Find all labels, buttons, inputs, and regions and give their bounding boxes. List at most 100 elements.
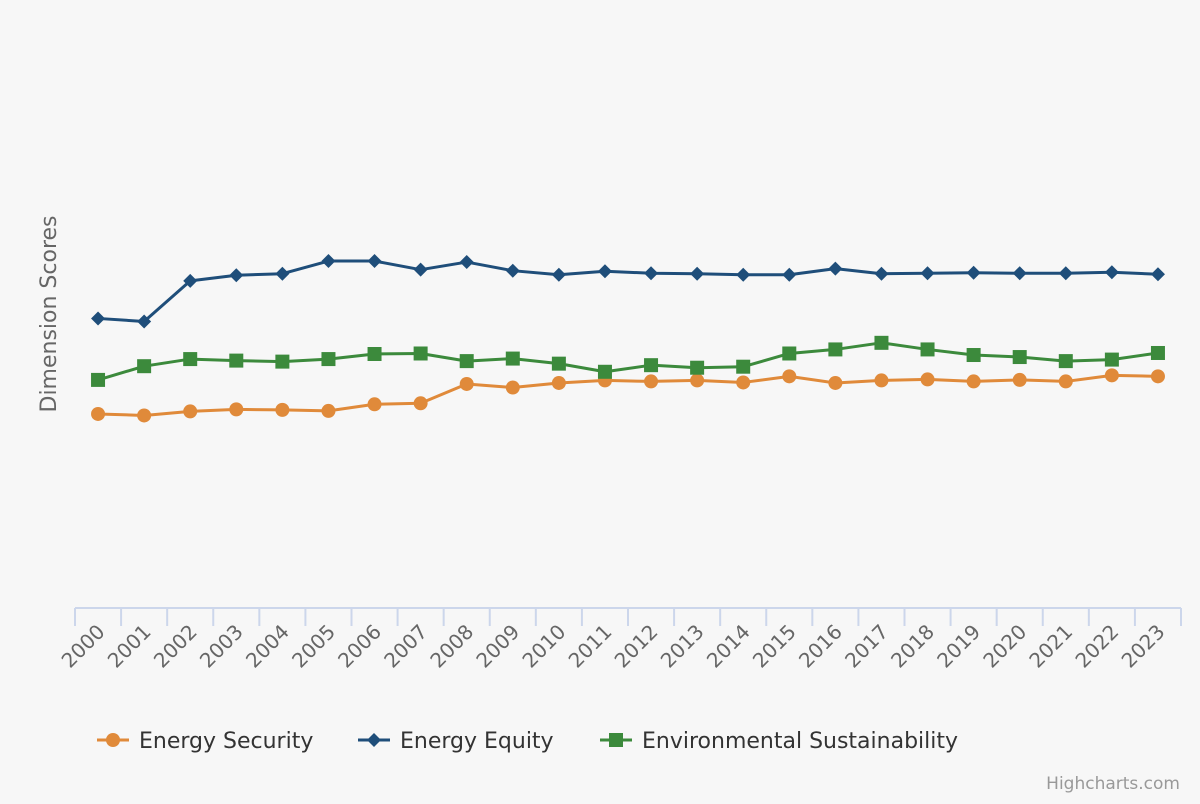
data-point[interactable]: [91, 311, 106, 326]
series-line[interactable]: [96, 341, 1160, 382]
x-axis-tick-label: 2015: [748, 620, 801, 673]
data-point[interactable]: [505, 263, 520, 278]
series-energy-equity[interactable]: [91, 254, 1165, 329]
data-point[interactable]: [597, 364, 612, 379]
data-point[interactable]: [597, 264, 612, 279]
data-point[interactable]: [229, 402, 244, 417]
data-point[interactable]: [275, 266, 290, 281]
x-axis-tick-label: 2018: [886, 620, 939, 673]
data-point[interactable]: [874, 335, 889, 350]
data-point[interactable]: [920, 372, 935, 387]
data-point[interactable]: [459, 354, 474, 369]
data-point[interactable]: [275, 354, 290, 369]
data-point[interactable]: [1150, 369, 1165, 384]
x-axis-tick-label: 2003: [195, 620, 248, 673]
data-point[interactable]: [874, 266, 889, 281]
data-point[interactable]: [1058, 374, 1073, 389]
series-energy-security[interactable]: [91, 368, 1165, 423]
x-axis-tick-label: 2006: [333, 620, 386, 673]
data-point[interactable]: [367, 254, 382, 269]
data-point[interactable]: [1104, 265, 1119, 280]
data-point[interactable]: [966, 374, 981, 389]
x-axis-tick-label: 2000: [57, 620, 110, 673]
data-point[interactable]: [91, 406, 106, 421]
data-point[interactable]: [1058, 266, 1073, 281]
data-point[interactable]: [183, 273, 198, 288]
data-point[interactable]: [229, 353, 244, 368]
data-point[interactable]: [229, 268, 244, 283]
data-point[interactable]: [321, 403, 336, 418]
data-point[interactable]: [828, 342, 843, 357]
legend-label: Environmental Sustainability: [642, 729, 958, 754]
data-point[interactable]: [321, 254, 336, 269]
data-point[interactable]: [736, 359, 751, 374]
data-point[interactable]: [1012, 372, 1027, 387]
data-point[interactable]: [137, 314, 152, 329]
data-point[interactable]: [413, 346, 428, 361]
x-axis-tick-label: 2023: [1117, 620, 1170, 673]
data-point[interactable]: [782, 267, 797, 282]
x-axis-tick-label: 2008: [425, 620, 478, 673]
x-axis-tick-label: 2001: [103, 620, 156, 673]
data-point[interactable]: [459, 255, 474, 270]
data-point[interactable]: [828, 261, 843, 276]
data-point[interactable]: [782, 369, 797, 384]
data-point[interactable]: [321, 352, 336, 367]
x-axis-tick-label: 2007: [379, 620, 432, 673]
legend-symbol: [367, 733, 381, 747]
data-point[interactable]: [736, 375, 751, 390]
x-axis-tick-label: 2012: [610, 620, 663, 673]
data-point[interactable]: [91, 372, 106, 387]
data-point[interactable]: [920, 342, 935, 357]
data-point[interactable]: [551, 375, 566, 390]
data-point[interactable]: [275, 402, 290, 417]
data-point[interactable]: [1058, 354, 1073, 369]
data-point[interactable]: [505, 380, 520, 395]
data-point[interactable]: [644, 374, 659, 389]
data-point[interactable]: [690, 266, 705, 281]
y-axis-title: Dimension Scores: [37, 215, 62, 412]
data-point[interactable]: [644, 266, 659, 281]
x-axis-tick-label: 2020: [978, 620, 1031, 673]
data-point[interactable]: [690, 360, 705, 375]
x-axis-tick-label: 2002: [149, 620, 202, 673]
legend-item[interactable]: Energy Equity: [358, 729, 554, 754]
series-environmental-sustainability[interactable]: [91, 335, 1165, 387]
data-point[interactable]: [367, 397, 382, 412]
data-point[interactable]: [966, 348, 981, 363]
legend-item[interactable]: Energy Security: [97, 729, 313, 754]
data-point[interactable]: [1150, 345, 1165, 360]
data-point[interactable]: [690, 373, 705, 388]
data-point[interactable]: [1104, 368, 1119, 383]
data-point[interactable]: [1150, 267, 1165, 282]
data-point[interactable]: [828, 375, 843, 390]
data-point[interactable]: [874, 373, 889, 388]
data-point[interactable]: [183, 404, 198, 419]
data-point[interactable]: [782, 346, 797, 361]
data-point[interactable]: [736, 267, 751, 282]
data-point[interactable]: [413, 262, 428, 277]
data-point[interactable]: [1012, 350, 1027, 365]
data-point[interactable]: [505, 351, 520, 366]
data-point[interactable]: [413, 396, 428, 411]
data-point[interactable]: [367, 347, 382, 361]
series-line[interactable]: [96, 373, 1160, 417]
legend[interactable]: Energy Security Energy Equity Environmenta…: [97, 729, 958, 754]
data-point[interactable]: [920, 266, 935, 281]
data-point[interactable]: [137, 408, 152, 423]
data-point[interactable]: [137, 359, 152, 374]
data-point[interactable]: [1104, 352, 1119, 367]
data-point[interactable]: [459, 376, 474, 391]
data-point[interactable]: [551, 356, 566, 371]
series-line[interactable]: [96, 259, 1160, 323]
data-point[interactable]: [644, 358, 659, 373]
legend-label: Energy Equity: [400, 729, 554, 754]
data-point[interactable]: [183, 352, 198, 367]
x-axis: 2000200120022003200420052006200720082009…: [57, 607, 1182, 673]
legend-item[interactable]: Environmental Sustainability: [600, 729, 958, 754]
data-point[interactable]: [1012, 266, 1027, 281]
data-point[interactable]: [966, 265, 981, 280]
credits-link[interactable]: Highcharts.com: [1046, 774, 1180, 794]
data-point[interactable]: [551, 267, 566, 282]
